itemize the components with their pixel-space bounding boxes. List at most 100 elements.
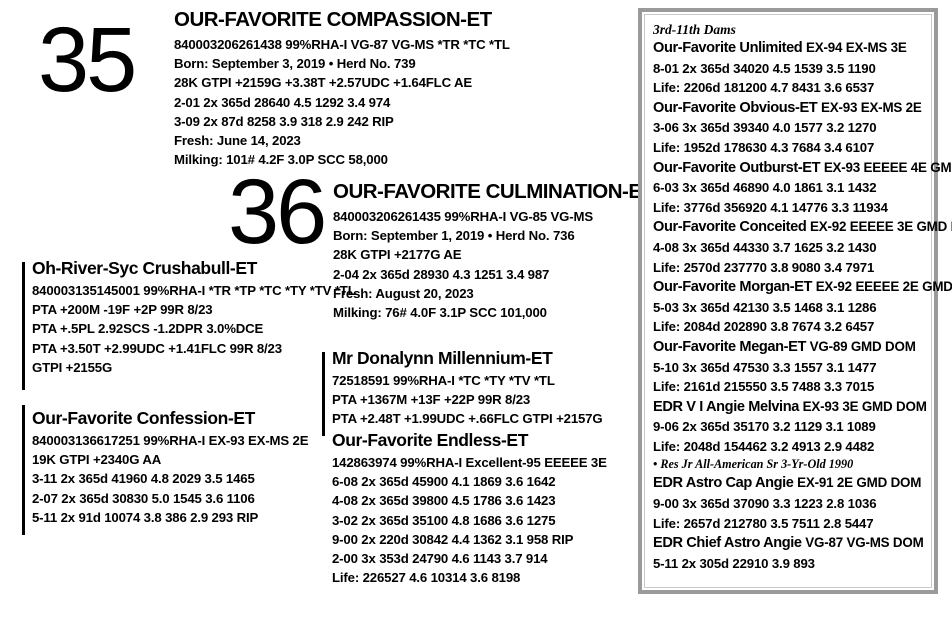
- dam-entry-record-row: 3-06 3x 365d 39340 4.0 1577 3.2 1270: [653, 120, 877, 136]
- lot-35-line-4: 2-01 2x 365d 28640 4.5 1292 3.4 974: [174, 94, 391, 110]
- lot-35-line-1: 840003206261438 99%RHA-I VG-87 VG-MS *TR…: [174, 37, 510, 52]
- lot-36-line-6: Milking: 76# 4.0F 3.1P SCC 101,000: [333, 305, 547, 321]
- pedigree-sire-left-name: Oh-River-Syc Crushabull-ET: [32, 258, 257, 278]
- dam-entry-classification: EX-93 3E GMD DOM: [802, 398, 927, 414]
- dam-entry: Our-Favorite Outburst-ET EX-93 EEEEE 4E …: [653, 158, 952, 218]
- dam-panel: 3rd-11th Dams Our-Favorite Unlimited EX-…: [638, 8, 952, 594]
- pedigree-bracket-dam-left: [22, 405, 25, 535]
- dam-entry-record-row: 5-11 2x 305d 22910 3.9 893: [653, 555, 815, 571]
- lot-35-entry: OUR-FAVORITE COMPASSION-ET 8400032062614…: [174, 8, 510, 169]
- lot-36-entry: OUR-FAVORITE CULMINATION-ET 840003206261…: [333, 180, 654, 322]
- dam-entry-record-row: Life: 2161d 215550 3.5 7488 3.3 7015: [653, 379, 875, 395]
- pedigree-dam-mid-line-5: 9-00 2x 220d 30842 4.4 1362 3.1 958 RIP: [332, 531, 574, 547]
- dam-entry-classification: EX-92 EEEEE 3E GMD DOM: [810, 219, 952, 235]
- pedigree-dam-mid-line-7: Life: 226527 4.6 10314 3.6 8198: [332, 570, 521, 586]
- dam-entry-name: Our-Favorite Outburst-ET EX-93 EEEEE 4E …: [653, 158, 952, 179]
- dam-entry: EDR V I Angie Melvina EX-93 3E GMD DOM 9-…: [653, 397, 931, 474]
- pedigree-bracket-sire-left: [22, 262, 25, 390]
- dam-entry-record-row: 8-01 2x 365d 34020 4.5 1539 3.5 1190: [653, 60, 876, 76]
- dam-panel-header: 3rd-11th Dams: [653, 22, 736, 37]
- pedigree-dam-mid-name: Our-Favorite Endless-ET: [332, 430, 528, 450]
- dam-entry-classification: EX-93 EEEEE 4E GMD: [823, 159, 952, 175]
- dam-entry-name: EDR V I Angie Melvina EX-93 3E GMD DOM: [653, 398, 927, 415]
- dam-entry-name: Our-Favorite Megan-ET VG-89 GMD DOM: [653, 338, 916, 355]
- dam-entry-record-row: Life: 1952d 178630 4.3 7684 3.4 6107: [653, 139, 875, 155]
- lot-35-line-3: 28K GTPI +2159G +3.38T +2.57UDC +1.64FLC…: [174, 75, 472, 91]
- dam-panel-inner: 3rd-11th Dams Our-Favorite Unlimited EX-…: [644, 14, 952, 588]
- lot-35-line-5: 3-09 2x 87d 8258 3.9 318 2.9 242 RIP: [174, 113, 394, 129]
- pedigree-dam-mid-line-4: 3-02 2x 365d 35100 4.8 1686 3.6 1275: [332, 512, 556, 528]
- lot-number-35: 35: [38, 9, 137, 111]
- pedigree-sire-left-line-3: PTA +.5PL 2.92SCS -1.2DPR 3.0%DCE: [32, 321, 264, 337]
- pedigree-sire-left-line-4: PTA +3.50T +2.99UDC +1.41FLC 99R 8/23: [32, 340, 282, 356]
- dam-entry-name: Our-Favorite Morgan-ET EX-92 EEEEE 2E GM…: [653, 277, 952, 298]
- dam-entry-name: EDR Astro Cap Angie EX-91 2E GMD DOM: [653, 475, 922, 492]
- dam-entry-list: Our-Favorite Unlimited EX-94 EX-MS 3E 8-0…: [653, 38, 952, 573]
- dam-entry-name: Our-Favorite Conceited EX-92 EEEEE 3E GM…: [653, 217, 952, 238]
- dam-entry-record-row: Life: 2084d 202890 3.8 7674 3.2 6457: [653, 319, 875, 335]
- pedigree-dam-left-line-3: 3-11 2x 365d 41960 4.8 2029 3.5 1465: [32, 471, 255, 487]
- pedigree-sire-mid-line-1: 72518591 99%RHA-I *TC *TY *TV *TL: [332, 373, 555, 388]
- dam-entry-record-row: 9-06 2x 365d 35170 3.2 1129 3.1 1089: [653, 419, 876, 435]
- pedigree-bracket-sire-mid: [322, 352, 325, 436]
- dam-entry-name: EDR Chief Astro Angie VG-87 VG-MS DOM: [653, 535, 924, 552]
- dam-entry: Our-Favorite Conceited EX-92 EEEEE 3E GM…: [653, 217, 952, 277]
- dam-entry: Our-Favorite Morgan-ET EX-92 EEEEE 2E GM…: [653, 277, 952, 337]
- pedigree-dam-left-line-5: 5-11 2x 91d 10074 3.8 386 2.9 293 RIP: [32, 509, 259, 525]
- dam-entry-record-row: 5-10 3x 365d 47530 3.3 1557 3.1 1477: [653, 359, 877, 375]
- dam-entry-classification: VG-89 GMD DOM: [809, 338, 916, 354]
- pedigree-dam-left: Our-Favorite Confession-ET 8400031366172…: [32, 408, 309, 527]
- pedigree-dam-left-name: Our-Favorite Confession-ET: [32, 408, 255, 428]
- dam-entry-classification: EX-92 EEEEE 2E GMD DOM: [815, 279, 952, 295]
- dam-entry-record-row: Life: 2048d 154462 3.2 4913 2.9 4482: [653, 438, 875, 454]
- dam-entry-classification: VG-87 VG-MS DOM: [805, 535, 924, 551]
- dam-entry-record-row: Life: 2570d 237770 3.8 9080 3.4 7971: [653, 259, 875, 275]
- lot-35-line-7: Milking: 101# 4.2F 3.0P SCC 58,000: [174, 152, 388, 168]
- pedigree-dam-mid-line-6: 2-00 3x 353d 24790 4.6 1143 3.7 914: [332, 551, 548, 567]
- pedigree-dam-mid-line-3: 4-08 2x 365d 39800 4.5 1786 3.6 1423: [332, 493, 556, 509]
- dam-entry: EDR Chief Astro Angie VG-87 VG-MS DOM 5-1…: [653, 533, 931, 573]
- pedigree-sire-mid-line-2: PTA +1367M +13F +22P 99R 8/23: [332, 392, 531, 408]
- dam-entry-award-note: • Res Jr All-American Sr 3-Yr-Old 1990: [653, 457, 854, 472]
- dam-entry-name: Our-Favorite Unlimited EX-94 EX-MS 3E: [653, 40, 907, 56]
- pedigree-dam-left-line-2: 19K GTPI +2340G AA: [32, 452, 162, 468]
- pedigree-sire-left-line-2: PTA +200M -19F +2P 99R 8/23: [32, 302, 213, 318]
- lot-35-line-6: Fresh: June 14, 2023: [174, 133, 301, 149]
- lot-36-title: OUR-FAVORITE CULMINATION-ET: [333, 180, 654, 203]
- lot-36-line-2: Born: September 1, 2019 • Herd No. 736: [333, 228, 575, 244]
- dam-entry-record-row: 5-03 3x 365d 42130 3.5 1468 3.1 1286: [653, 299, 877, 315]
- dam-entry: EDR Astro Cap Angie EX-91 2E GMD DOM 9-00…: [653, 473, 931, 533]
- pedigree-sire-mid-line-3: PTA +2.48T +1.99UDC +.66FLC GTPI +2157G: [332, 411, 603, 427]
- pedigree-sire-left: Oh-River-Syc Crushabull-ET 8400031351450…: [32, 258, 356, 377]
- lot-36-line-4: 2-04 2x 365d 28930 4.3 1251 3.4 987: [333, 266, 550, 282]
- lot-36-line-5: Fresh: August 20, 2023: [333, 285, 474, 301]
- dam-entry-record-row: Life: 2206d 181200 4.7 8431 3.6 6537: [653, 80, 875, 96]
- pedigree-sire-left-line-1: 840003135145001 99%RHA-I *TR *TP *TC *TY…: [32, 283, 356, 298]
- dam-entry-record-row: Life: 3776d 356920 4.1 14776 3.3 11934: [653, 199, 888, 215]
- pedigree-dam-mid-line-2: 6-08 2x 365d 45900 4.1 1869 3.6 1642: [332, 474, 556, 490]
- dam-entry: Our-Favorite Obvious-ET EX-93 EX-MS 2E 3-…: [653, 98, 931, 158]
- pedigree-sire-mid-name: Mr Donalynn Millennium-ET: [332, 348, 553, 368]
- lot-number-36: 36: [228, 161, 327, 263]
- dam-entry: Our-Favorite Megan-ET VG-89 GMD DOM 5-10 …: [653, 337, 931, 397]
- pedigree-dam-left-line-1: 840003136617251 99%RHA-I EX-93 EX-MS 2E: [32, 433, 309, 448]
- dam-entry-classification: EX-91 2E GMD DOM: [797, 475, 922, 491]
- dam-entry: Our-Favorite Unlimited EX-94 EX-MS 3E 8-0…: [653, 38, 931, 98]
- pedigree-sire-left-line-5: GTPI +2155G: [32, 359, 113, 375]
- dam-entry-record-row: 4-08 3x 365d 44330 3.7 1625 3.2 1430: [653, 239, 877, 255]
- dam-entry-classification: EX-94 EX-MS 3E: [805, 40, 907, 55]
- dam-entry-classification: EX-93 EX-MS 2E: [820, 99, 922, 115]
- pedigree-dam-mid: Our-Favorite Endless-ET 142863974 99%RHA…: [332, 430, 607, 587]
- lot-35-title: OUR-FAVORITE COMPASSION-ET: [174, 8, 492, 31]
- pedigree-dam-mid-line-1: 142863974 99%RHA-I Excellent-95 EEEEE 3E: [332, 455, 607, 470]
- dam-entry-record-row: Life: 2657d 212780 3.5 7511 2.8 5447: [653, 515, 874, 531]
- dam-entry-record-row: 9-00 3x 365d 37090 3.3 1223 2.8 1036: [653, 496, 877, 512]
- lot-35-line-2: Born: September 3, 2019 • Herd No. 739: [174, 56, 416, 72]
- pedigree-sire-mid: Mr Donalynn Millennium-ET 72518591 99%RH…: [332, 348, 603, 429]
- lot-36-line-1: 840003206261435 99%RHA-I VG-85 VG-MS: [333, 209, 593, 224]
- dam-entry-name: Our-Favorite Obvious-ET EX-93 EX-MS 2E: [653, 99, 922, 116]
- dam-entry-record-row: 6-03 3x 365d 46890 4.0 1861 3.1 1432: [653, 180, 877, 196]
- lot-36-line-3: 28K GTPI +2177G AE: [333, 247, 462, 263]
- pedigree-dam-left-line-4: 2-07 2x 365d 30830 5.0 1545 3.6 1106: [32, 490, 255, 506]
